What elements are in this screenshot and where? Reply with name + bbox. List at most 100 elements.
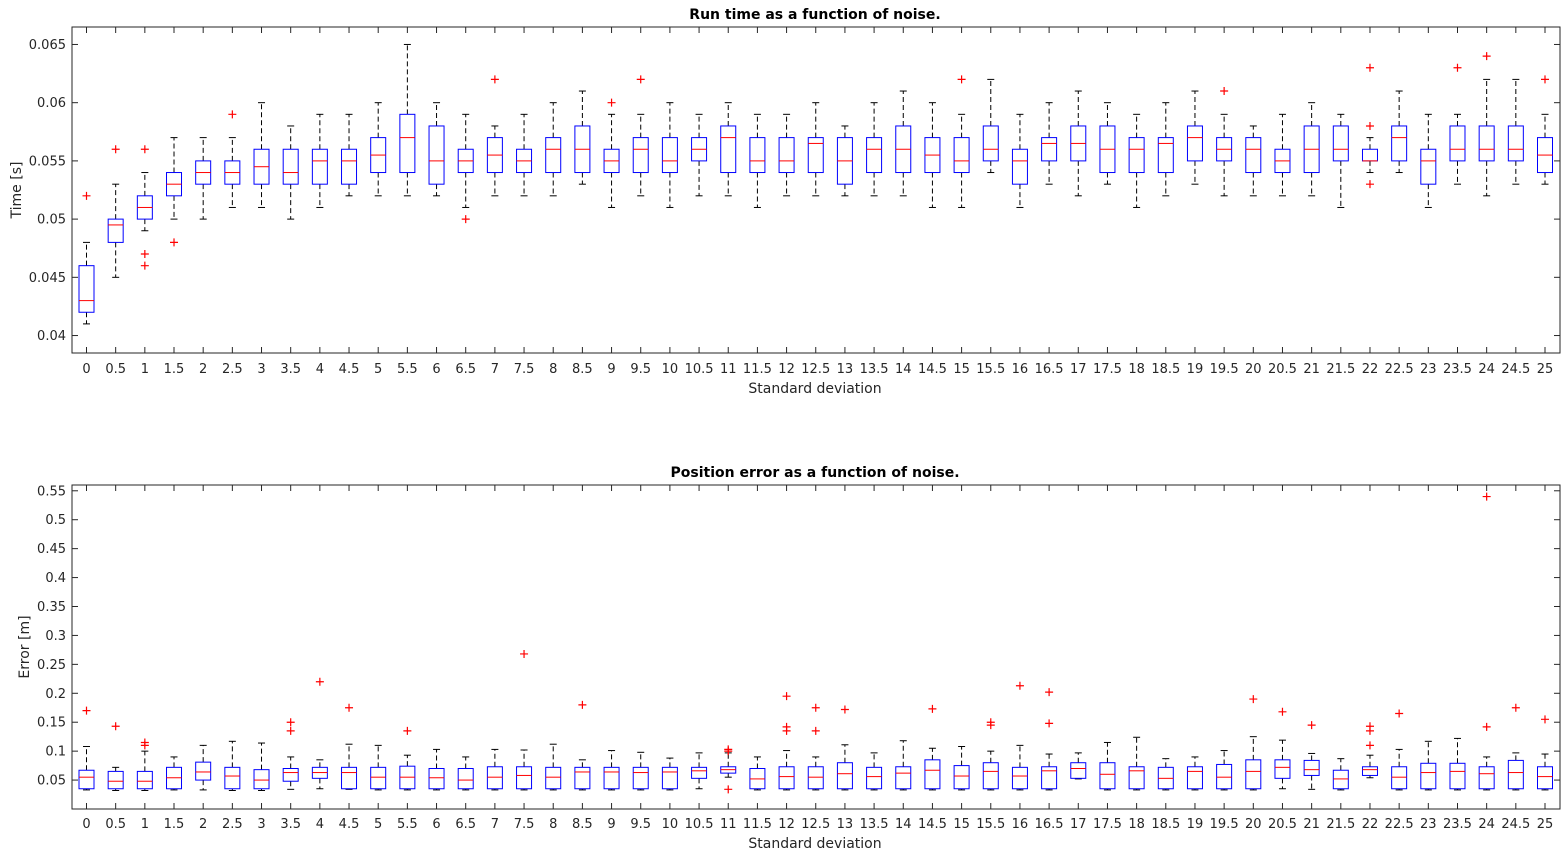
outlier-marker	[461, 215, 470, 224]
box-22	[1361, 722, 1378, 779]
x-tick-label: 6.5	[455, 817, 476, 832]
x-tick-label: 4.5	[339, 362, 360, 377]
x-tick-label: 11	[720, 817, 737, 832]
outlier-marker	[957, 75, 966, 84]
iqr-box	[282, 768, 299, 782]
x-tick-label: 22.5	[1385, 817, 1414, 832]
iqr-box	[661, 137, 678, 174]
box-7	[486, 748, 503, 791]
x-tick-label: 23	[1420, 817, 1437, 832]
x-tick-label: 4	[316, 362, 324, 377]
outlier-marker	[228, 110, 237, 119]
iqr-box	[370, 766, 387, 790]
box-13	[836, 705, 853, 791]
box-14.5	[924, 102, 941, 208]
x-tick-label: 15.5	[976, 817, 1005, 832]
iqr-box	[1478, 125, 1495, 162]
x-tick-label: 21	[1303, 817, 1320, 832]
outlier-marker	[1015, 681, 1024, 690]
iqr-box	[1186, 125, 1203, 162]
x-tick-label: 3.5	[280, 362, 301, 377]
position-error-x-axis-label: Standard deviation	[748, 836, 881, 852]
outlier-marker	[140, 261, 149, 270]
x-tick-label: 21.5	[1326, 817, 1355, 832]
box-8	[545, 743, 562, 791]
position-error-y-axis-label: Error [m]	[17, 615, 33, 678]
iqr-box	[1041, 766, 1058, 790]
x-tick-label: 2.5	[222, 817, 243, 832]
x-tick-label: 16.5	[1035, 362, 1064, 377]
x-tick-label: 15	[953, 362, 970, 377]
outlier-marker	[1365, 741, 1374, 750]
iqr-box	[836, 762, 853, 790]
x-tick-label: 2.5	[222, 362, 243, 377]
iqr-box	[136, 770, 153, 790]
box-9.5	[632, 75, 649, 197]
outlier-marker	[1482, 52, 1491, 61]
box-18	[1128, 113, 1145, 208]
x-tick-label: 15.5	[976, 362, 1005, 377]
y-tick-label: 0.05	[37, 213, 66, 228]
outlier-marker	[1365, 63, 1374, 72]
outlier-marker	[140, 741, 149, 750]
y-tick-label: 0.55	[37, 484, 66, 499]
iqr-box	[778, 766, 795, 790]
x-tick-label: 3	[257, 362, 265, 377]
x-tick-label: 23	[1420, 362, 1437, 377]
x-tick-label: 19	[1187, 817, 1204, 832]
box-18	[1128, 736, 1145, 791]
x-tick-label: 3.5	[280, 817, 301, 832]
outlier-marker	[986, 721, 995, 730]
x-tick-label: 9.5	[630, 362, 651, 377]
x-tick-label: 17	[1070, 817, 1087, 832]
x-tick-label: 8	[549, 362, 557, 377]
iqr-box	[1128, 766, 1145, 790]
outlier-marker	[1365, 180, 1374, 189]
y-tick-label: 0.45	[37, 542, 66, 557]
box-23.5	[1449, 737, 1466, 791]
run-time-plot-title: Run time as a function of noise.	[689, 7, 940, 23]
iqr-box	[866, 137, 883, 174]
x-tick-label: 19.5	[1210, 817, 1239, 832]
x-tick-label: 3	[257, 817, 265, 832]
x-tick-label: 9	[607, 362, 615, 377]
x-tick-label: 0	[82, 817, 90, 832]
box-10.5	[691, 113, 708, 197]
outlier-marker	[1395, 709, 1404, 718]
x-tick-label: 25	[1537, 362, 1554, 377]
x-tick-label: 4.5	[339, 817, 360, 832]
x-tick-label: 11.5	[743, 362, 772, 377]
box-12.5	[807, 102, 824, 197]
box-7	[486, 75, 503, 197]
iqr-box	[486, 766, 503, 790]
x-tick-label: 0.5	[105, 817, 126, 832]
box-16	[1011, 681, 1028, 791]
x-tick-label: 16.5	[1035, 817, 1064, 832]
x-tick-label: 17.5	[1093, 362, 1122, 377]
position-error-ticks: 0.050.10.150.20.250.30.350.40.450.50.550…	[37, 484, 1560, 832]
x-tick-label: 16	[1012, 362, 1029, 377]
box-25	[1537, 715, 1553, 791]
x-tick-label: 7.5	[514, 362, 535, 377]
x-tick-label: 5	[374, 362, 382, 377]
box-4	[311, 677, 328, 790]
iqr-box	[661, 766, 678, 790]
iqr-box	[1391, 766, 1408, 790]
box-9	[603, 750, 620, 791]
x-tick-label: 7	[491, 362, 499, 377]
outlier-marker	[1045, 688, 1054, 697]
box-5.5	[399, 43, 416, 197]
iqr-box	[78, 265, 95, 313]
outlier-marker	[140, 250, 149, 259]
box-6	[428, 748, 445, 791]
iqr-box	[545, 137, 562, 174]
box-4.5	[341, 703, 358, 790]
outlier-marker	[1482, 722, 1491, 731]
iqr-box	[282, 148, 299, 185]
iqr-box	[632, 137, 649, 174]
iqr-box	[1478, 766, 1495, 790]
x-tick-label: 10.5	[685, 362, 714, 377]
iqr-box	[516, 766, 533, 790]
x-tick-label: 20	[1245, 817, 1262, 832]
iqr-box	[341, 766, 358, 790]
